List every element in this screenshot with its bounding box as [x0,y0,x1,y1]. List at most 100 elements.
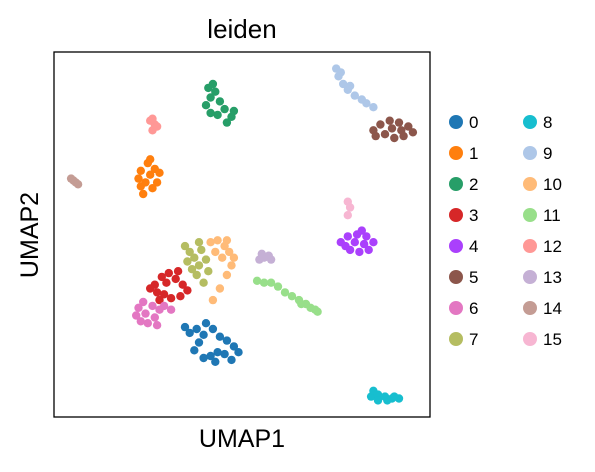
data-point-cluster-14 [73,180,83,189]
data-point-cluster-5 [408,128,418,137]
data-point-cluster-3 [146,284,155,293]
data-point-cluster-0 [199,353,208,363]
data-point-cluster-8 [390,392,399,401]
data-point-cluster-13 [266,255,276,264]
data-point-cluster-11 [266,278,276,287]
legend-label-10: 10 [543,175,562,194]
data-point-cluster-2 [206,93,215,102]
data-point-cluster-5 [385,116,394,125]
data-point-cluster-7 [197,245,206,255]
data-point-cluster-6 [141,309,150,318]
data-point-cluster-10 [213,236,222,245]
data-point-cluster-5 [371,131,380,141]
data-point-cluster-6 [150,313,159,322]
data-point-cluster-3 [155,295,164,305]
legend-marker-7 [449,332,463,346]
data-point-cluster-3 [173,267,183,276]
data-point-cluster-10 [208,295,218,305]
data-point-cluster-11 [297,299,306,309]
data-point-cluster-10 [222,236,232,245]
data-point-cluster-6 [152,321,162,330]
data-point-cluster-2 [229,106,239,116]
data-point-cluster-7 [190,253,199,262]
legend-label-11: 11 [543,206,561,225]
data-point-cluster-13 [257,249,266,258]
data-point-cluster-1 [136,166,145,175]
data-point-cluster-0 [192,324,201,334]
data-point-cluster-6 [136,317,145,326]
x-axis-label: UMAP1 [199,425,285,453]
data-point-cluster-1 [146,155,155,164]
legend-label-4: 4 [469,237,478,256]
data-point-cluster-3 [171,274,180,284]
data-point-cluster-10 [229,253,239,262]
data-point-cluster-7 [187,265,197,274]
data-point-cluster-5 [380,130,390,139]
data-point-cluster-6 [148,301,157,311]
data-point-cluster-3 [178,280,187,289]
data-point-cluster-3 [164,268,173,278]
data-point-cluster-1 [139,189,148,199]
legend-marker-9 [523,146,537,160]
data-point-cluster-3 [152,288,162,297]
data-point-cluster-8 [383,396,392,405]
data-point-cluster-9 [362,99,371,108]
data-point-cluster-7 [192,270,201,280]
legend-marker-8 [523,115,537,129]
data-point-cluster-0 [215,332,225,341]
data-point-cluster-9 [345,81,355,91]
data-point-cluster-0 [194,338,204,347]
data-point-cluster-12 [148,114,157,123]
data-point-cluster-0 [229,342,239,351]
data-point-cluster-15 [343,197,352,206]
data-point-cluster-11 [273,282,283,291]
legend-marker-1 [449,146,463,160]
data-point-cluster-1 [148,184,157,193]
data-point-cluster-10 [215,284,225,293]
data-point-cluster-7 [185,247,194,257]
data-point-cluster-0 [213,348,222,357]
data-point-cluster-0 [227,355,236,365]
legend-label-0: 0 [469,113,478,132]
data-point-cluster-7 [194,261,204,270]
data-point-cluster-2 [220,104,229,114]
data-point-cluster-7 [199,278,208,287]
legend-marker-5 [449,270,463,284]
data-point-cluster-5 [376,120,385,129]
legend-marker-14 [523,301,537,315]
data-point-cluster-2 [222,118,232,127]
data-point-cluster-4 [359,239,369,249]
data-point-cluster-5 [404,122,413,131]
data-point-cluster-9 [369,103,378,112]
data-point-cluster-2 [201,101,211,110]
legend-label-13: 13 [543,268,562,287]
data-point-cluster-6 [134,303,143,312]
data-point-cluster-12 [152,122,162,131]
data-point-cluster-3 [159,290,169,299]
data-point-cluster-7 [183,257,192,266]
legend-label-3: 3 [469,206,478,225]
data-point-cluster-0 [220,349,229,359]
data-point-cluster-11 [287,292,297,301]
data-point-cluster-1 [136,182,145,191]
data-point-cluster-6 [159,301,169,311]
data-point-cluster-5 [397,126,406,135]
data-point-cluster-0 [201,319,211,328]
data-point-cluster-11 [311,305,320,314]
data-point-cluster-5 [394,118,404,127]
legend-marker-13 [523,270,537,284]
data-point-cluster-0 [208,324,218,334]
data-point-cluster-0 [222,336,232,345]
data-point-cluster-6 [143,319,152,328]
data-point-cluster-0 [180,322,190,332]
data-point-cluster-0 [206,351,215,361]
data-point-cluster-6 [132,311,141,320]
data-point-cluster-10 [218,253,227,262]
data-point-cluster-1 [146,170,155,179]
data-point-cluster-10 [211,247,220,257]
legend-label-9: 9 [543,144,552,163]
data-point-cluster-2 [208,79,218,89]
legend-label-12: 12 [543,237,562,256]
data-point-cluster-9 [336,68,345,77]
